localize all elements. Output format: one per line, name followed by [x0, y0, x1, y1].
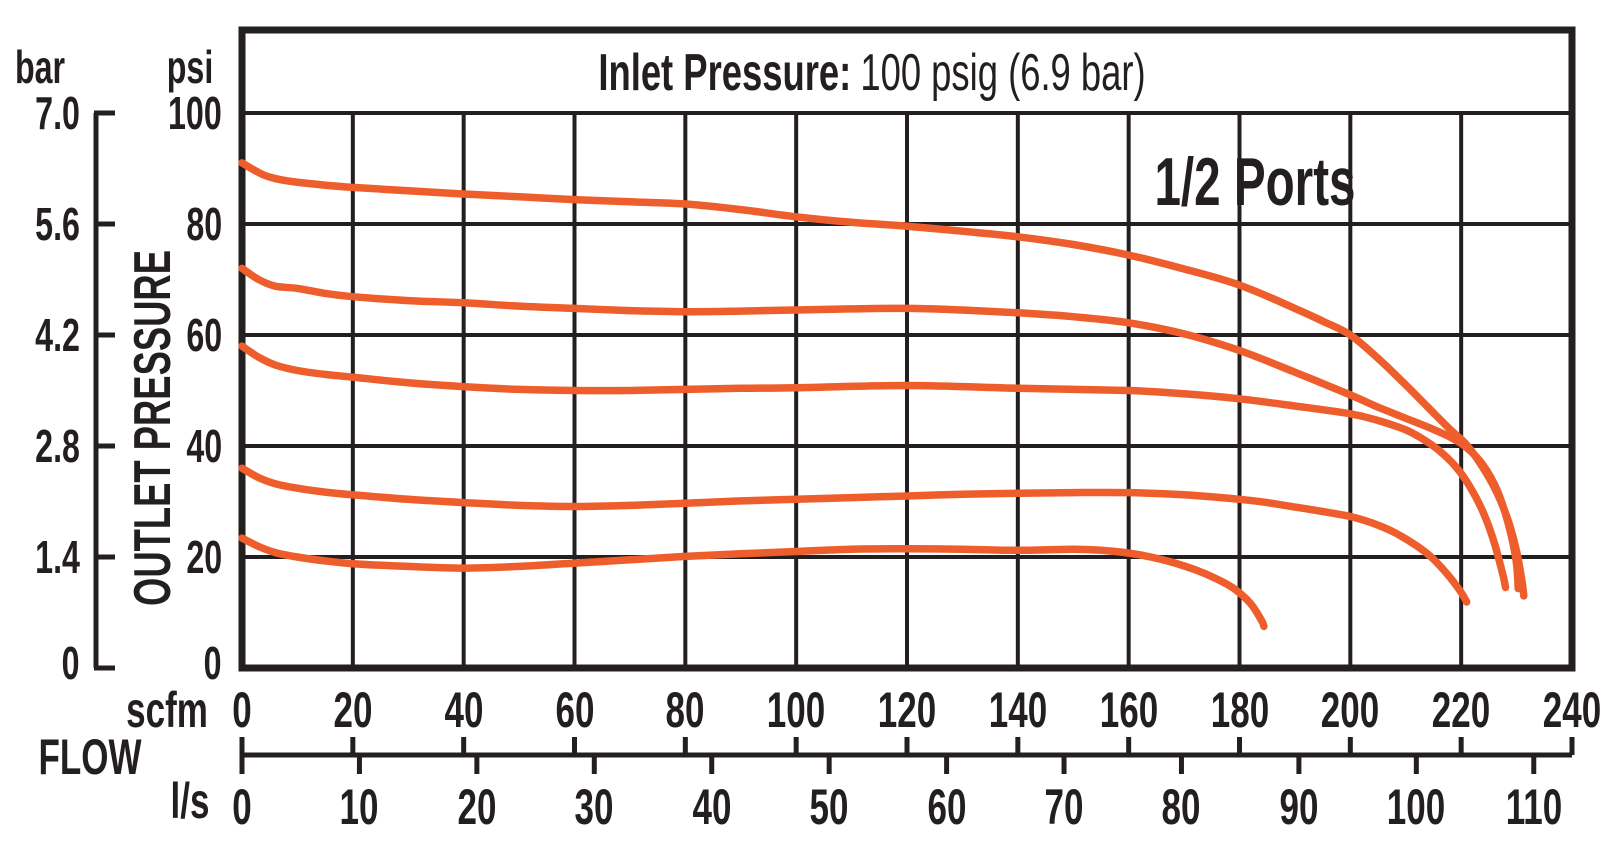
scfm-tick-label-text: 40	[444, 682, 484, 738]
bar-tick-label-text: 1.4	[35, 531, 80, 583]
ls-tick-label-text: 60	[927, 779, 967, 835]
ls-tick-label: 50	[801, 782, 857, 832]
scfm-tick-label: 100	[754, 685, 837, 735]
scfm-tick-label: 0	[228, 685, 256, 735]
psi-tick-label-text: 20	[186, 531, 222, 583]
psi-tick-label-text: 0	[204, 637, 222, 689]
ls-tick-label-text: 10	[339, 779, 379, 835]
scfm-tick-label-text: 120	[877, 682, 937, 738]
x-axis-title: FLOW	[38, 729, 142, 785]
psi-tick-label: 100	[145, 90, 222, 136]
bar-tick-label: 7.0	[16, 90, 80, 136]
scfm-unit-label: scfm	[126, 682, 208, 738]
scfm-tick-label: 40	[436, 685, 492, 735]
psi-tick-label: 20	[171, 534, 222, 580]
curve-1-start-91-psi	[238, 159, 1528, 600]
scfm-tick-label-text: 160	[1099, 682, 1158, 738]
scfm-tick-label: 200	[1309, 685, 1392, 735]
curve-5-start-23-psi	[238, 534, 1268, 631]
ls-tick-label: 60	[919, 782, 975, 832]
psi-tick-label-text: 80	[186, 198, 222, 250]
scfm-tick-label: 20	[325, 685, 381, 735]
ls-tick-label: 20	[449, 782, 505, 832]
psi-tick-label-text: 100	[168, 87, 222, 139]
bar-unit-label: bar	[14, 41, 66, 93]
ls-tick-label-text: 50	[809, 779, 849, 835]
psi-tick-label-text: 40	[186, 420, 222, 472]
scfm-tick-label-text: 100	[766, 682, 826, 738]
scfm-tick-label-text: 80	[665, 682, 705, 738]
ls-tick-label: 80	[1154, 782, 1210, 832]
scfm-tick-label: 180	[1198, 685, 1281, 735]
ls-tick-label-text: 30	[574, 779, 614, 835]
chart-title-value: 100 psig (6.9 bar)	[860, 44, 1146, 102]
scfm-tick-label: 160	[1087, 685, 1170, 735]
scfm-tick-label: 80	[658, 685, 714, 735]
psi-tick-label: 40	[171, 423, 222, 469]
bar-tick-label: 4.2	[16, 312, 80, 358]
scfm-tick-label-text: 140	[988, 682, 1048, 738]
bar-tick-label-text: 5.6	[35, 198, 80, 250]
ls-tick-label: 30	[566, 782, 622, 832]
bar-axis	[93, 110, 115, 671]
scfm-tick-label-text: 20	[333, 682, 373, 738]
scfm-tick-label: 60	[547, 685, 603, 735]
curve-4-start-36-psi	[238, 464, 1471, 606]
ls-tick-label-text: 20	[457, 779, 497, 835]
bar-tick-label-text: 4.2	[35, 309, 80, 361]
psi-tick-label: 60	[171, 312, 222, 358]
bar-tick-label: 2.8	[16, 423, 80, 469]
ls-tick-label: 110	[1493, 782, 1574, 832]
bar-tick-label: 0	[54, 640, 80, 686]
ls-tick-label: 40	[684, 782, 740, 832]
ls-tick-label-text: 110	[1505, 779, 1562, 835]
bar-tick-label-text: 2.8	[35, 420, 80, 472]
ls-tick-label: 0	[228, 782, 256, 832]
psi-tick-label-text: 60	[186, 309, 222, 361]
scfm-tick-label-text: 220	[1431, 682, 1491, 738]
ls-axis	[239, 737, 1575, 774]
ls-tick-label: 10	[332, 782, 388, 832]
ls-tick-label-text: 80	[1161, 779, 1201, 835]
flow-curves	[238, 159, 1528, 631]
psi-unit-label: psi	[166, 41, 214, 93]
bar-tick-label-text: 7.0	[35, 87, 80, 139]
ls-tick-label: 100	[1375, 782, 1458, 832]
ls-tick-label-text: 0	[232, 779, 252, 835]
bar-tick-label: 5.6	[16, 201, 80, 247]
scfm-tick-label-text: 180	[1210, 682, 1269, 738]
scfm-tick-label: 120	[865, 685, 948, 735]
curve-3-start-58-psi	[238, 342, 1510, 592]
ls-tick-label: 70	[1036, 782, 1092, 832]
scfm-tick-label-text: 60	[555, 682, 594, 738]
ls-tick-label-text: 70	[1044, 779, 1084, 835]
scfm-tick-label-text: 200	[1321, 682, 1380, 738]
scfm-tick-label-text: 0	[232, 682, 252, 738]
ls-tick-label-text: 90	[1279, 779, 1319, 835]
ls-tick-label: 90	[1271, 782, 1327, 832]
scfm-tick-label: 220	[1419, 685, 1502, 735]
scfm-tick-label: 240	[1530, 685, 1610, 735]
psi-tick-label: 80	[171, 201, 222, 247]
scfm-tick-label: 140	[976, 685, 1059, 735]
psi-tick-label: 0	[196, 640, 222, 686]
chart-title: Inlet Pressure: 100 psig (6.9 bar)	[481, 47, 1263, 99]
bar-tick-label: 1.4	[16, 534, 80, 580]
ls-tick-label-text: 40	[692, 779, 732, 835]
curve-2-start-72-psi	[238, 264, 1522, 593]
ls-unit-label: l/s	[170, 773, 210, 829]
ports-annotation: 1/2 Ports	[1154, 144, 1356, 220]
chart-title-label: Inlet Pressure:	[598, 44, 852, 102]
scfm-tick-label-text: 240	[1542, 682, 1602, 738]
bar-tick-label-text: 0	[62, 637, 80, 689]
ls-tick-label-text: 100	[1387, 779, 1446, 835]
